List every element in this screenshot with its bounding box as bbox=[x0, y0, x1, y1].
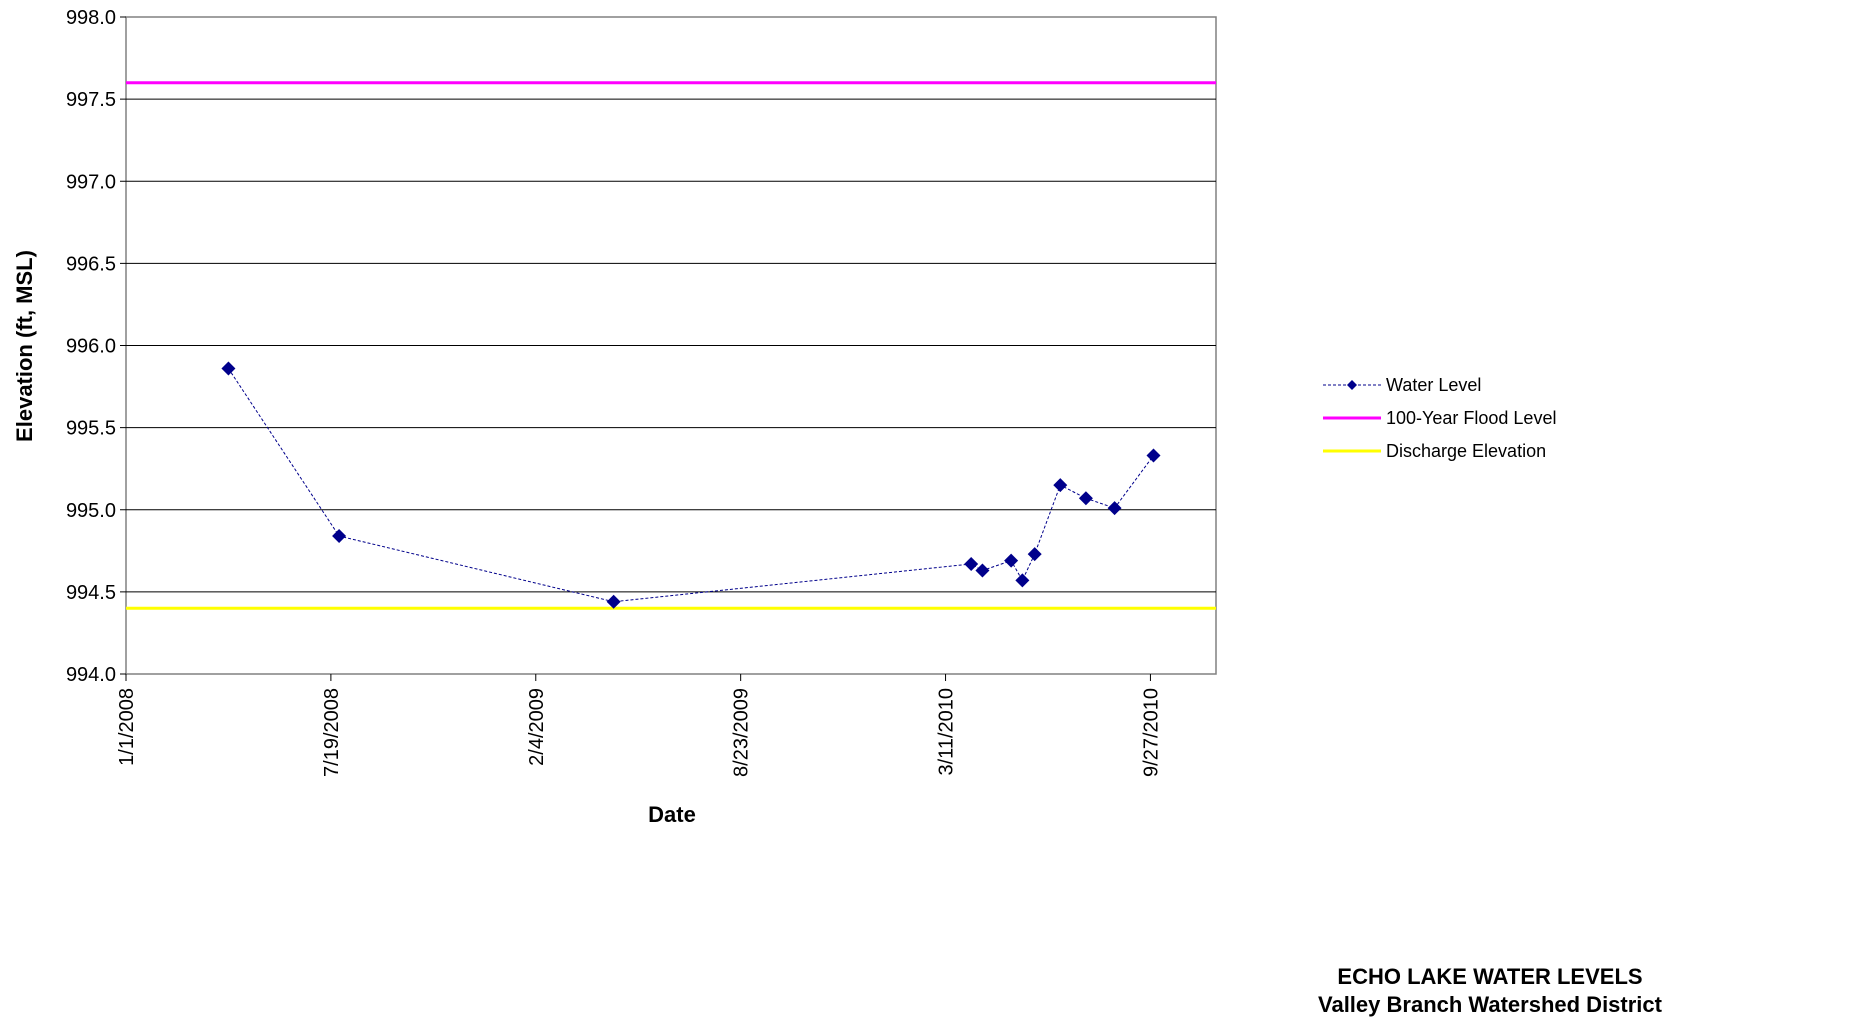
water-level-marker bbox=[975, 563, 990, 578]
legend-label: 100-Year Flood Level bbox=[1386, 408, 1556, 428]
water-level-marker bbox=[1107, 501, 1122, 516]
y-axis-title: Elevation (ft, MSL) bbox=[12, 250, 37, 442]
x-tick-label: 1/1/2008 bbox=[116, 688, 138, 766]
y-tick-label: 994.5 bbox=[66, 582, 116, 604]
water-level-marker bbox=[606, 594, 621, 609]
x-tick-label: 8/23/2009 bbox=[731, 688, 753, 777]
water-level-marker bbox=[221, 361, 236, 376]
caption-title: ECHO LAKE WATER LEVELS bbox=[1337, 964, 1643, 989]
y-tick-label: 998.0 bbox=[66, 7, 116, 29]
y-tick-label: 996.5 bbox=[66, 253, 116, 275]
y-tick-label: 997.5 bbox=[66, 89, 116, 111]
water-level-marker bbox=[964, 556, 979, 571]
y-tick-label: 995.5 bbox=[66, 418, 116, 440]
caption-subtitle: Valley Branch Watershed District bbox=[1318, 992, 1662, 1017]
y-tick-label: 995.0 bbox=[66, 500, 116, 522]
y-axis-ticks: 994.0 994.5 995.0 995.5 996.0 996.5 997.0 997.5… bbox=[66, 7, 126, 686]
water-level-marker bbox=[1004, 553, 1019, 568]
y-tick-label: 997.0 bbox=[66, 171, 116, 193]
legend-label: Water Level bbox=[1386, 375, 1481, 395]
x-axis-ticks: 1/1/2008 7/19/2008 2/4/2009 8/23/2009 3/11/2… bbox=[116, 674, 1162, 777]
water-level-marker bbox=[332, 529, 347, 544]
x-tick-label: 2/4/2009 bbox=[526, 688, 548, 766]
x-tick-label: 7/19/2008 bbox=[321, 688, 343, 777]
legend-label: Discharge Elevation bbox=[1386, 441, 1546, 461]
water-level-series bbox=[221, 361, 1161, 609]
water-level-marker bbox=[1027, 547, 1042, 562]
legend-marker bbox=[1347, 380, 1357, 390]
plot-area bbox=[125, 16, 1217, 675]
y-tick-label: 996.0 bbox=[66, 336, 116, 358]
water-level-marker bbox=[1053, 478, 1068, 493]
y-tick-label: 994.0 bbox=[66, 664, 116, 686]
chart-caption: ECHO LAKE WATER LEVELS Valley Branch Wat… bbox=[1240, 963, 1740, 1019]
gridlines bbox=[126, 98, 1216, 593]
reference-lines bbox=[126, 81, 1216, 610]
legend: Water Level 100-Year Flood Level Discharge… bbox=[1323, 375, 1556, 461]
water-level-marker bbox=[1146, 448, 1161, 463]
water-level-marker bbox=[1015, 573, 1030, 588]
x-tick-label: 9/27/2010 bbox=[1140, 688, 1162, 777]
x-tick-label: 3/11/2010 bbox=[936, 688, 958, 776]
water-level-marker bbox=[1078, 491, 1093, 506]
x-axis-title: Date bbox=[648, 802, 696, 827]
